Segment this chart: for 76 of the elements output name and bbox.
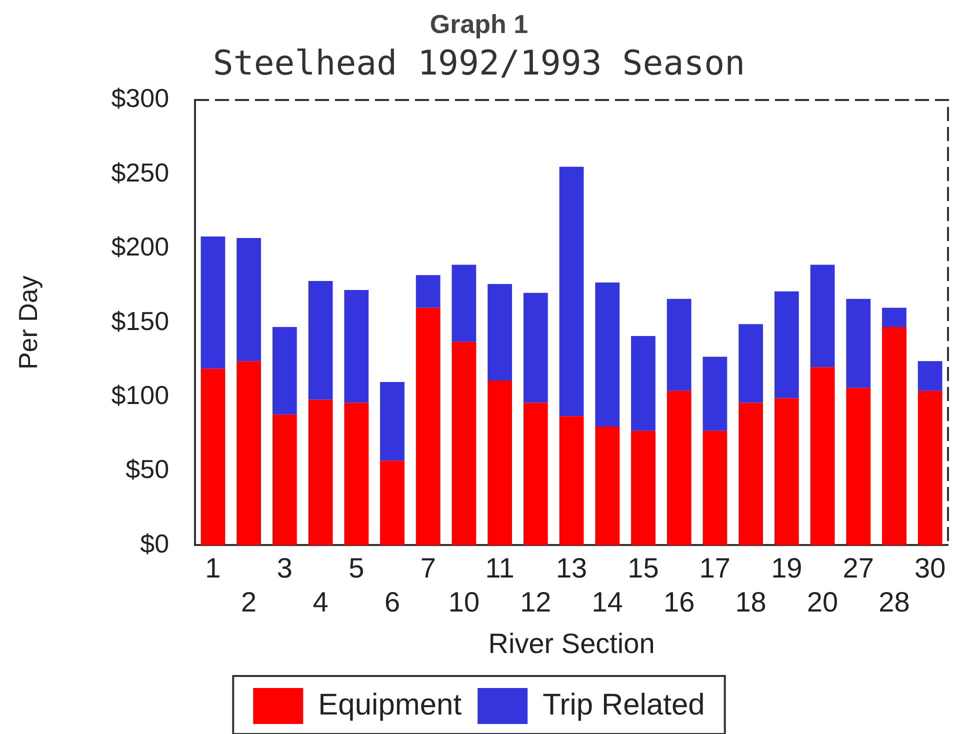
x-tick-label: 19 [771, 552, 802, 584]
y-tick-label: $200 [111, 232, 170, 262]
x-tick-label: 30 [914, 552, 946, 584]
x-tick-label: 10 [448, 586, 480, 618]
chart-subtitle: Steelhead 1992/1993 Season [212, 43, 746, 84]
x-tick-label: 20 [806, 586, 838, 618]
bar [882, 308, 906, 328]
legend-label: Equipment [318, 688, 462, 722]
x-tick-label: 5 [348, 552, 364, 584]
bar [488, 284, 512, 380]
y-tick-label: $0 [140, 528, 170, 558]
bar [308, 281, 333, 400]
bar [810, 367, 835, 546]
bar [631, 336, 656, 431]
bar [380, 382, 404, 461]
bar [200, 368, 226, 546]
x-tick-label: 17 [699, 552, 731, 584]
bar [452, 264, 476, 342]
bar [416, 275, 440, 308]
bar [272, 327, 297, 415]
x-axis-title: River Section [488, 628, 655, 659]
bar [380, 460, 404, 546]
bar [344, 290, 369, 403]
x-tick-label: 28 [878, 586, 910, 618]
bar [702, 356, 728, 431]
bar [272, 414, 297, 546]
bar [918, 390, 942, 546]
bar [846, 388, 871, 546]
bar [200, 236, 226, 369]
bar [918, 361, 942, 391]
bar [774, 291, 799, 398]
bar [666, 298, 692, 391]
x-tick-label: 13 [556, 552, 588, 584]
x-tick-label: 4 [312, 586, 328, 618]
bar [810, 264, 835, 368]
y-tick-label: $50 [126, 454, 170, 484]
bar [559, 166, 584, 416]
bar [631, 430, 656, 546]
bar [344, 402, 369, 546]
y-tick-label: $150 [111, 306, 170, 336]
y-tick-label: $250 [111, 157, 170, 188]
bar [595, 426, 620, 546]
bar [236, 361, 262, 546]
x-tick-label: 6 [384, 586, 400, 618]
y-tick-label: $100 [111, 380, 170, 410]
bar [882, 327, 906, 546]
bar [738, 402, 763, 546]
x-tick-label: 7 [420, 552, 436, 584]
x-tick-label: 11 [485, 552, 514, 584]
bar [846, 298, 871, 388]
x-tick-label: 27 [842, 552, 874, 584]
bar [416, 308, 440, 546]
x-tick-label: 15 [628, 552, 659, 584]
bar [666, 390, 692, 546]
x-tick-label: 16 [664, 586, 695, 618]
chart-title: Graph 1 [430, 8, 528, 39]
bar [452, 342, 476, 546]
x-tick-label: 12 [520, 586, 552, 618]
bar [488, 380, 512, 546]
bar [738, 324, 763, 403]
bar [523, 292, 548, 403]
x-tick-label: 14 [592, 586, 623, 618]
y-tick-label: $300 [111, 83, 170, 114]
legend-label: Trip Related [542, 688, 705, 722]
x-tick-label: 2 [241, 586, 257, 618]
y-axis-title: Per Day [12, 276, 43, 370]
bar [308, 400, 333, 546]
x-tick-label: 3 [276, 552, 292, 584]
bar [774, 398, 799, 546]
bar [595, 282, 620, 426]
bar [236, 238, 262, 362]
x-tick-label: 18 [735, 586, 766, 618]
bar [702, 430, 728, 546]
bar [559, 416, 584, 546]
bar [523, 402, 548, 546]
x-tick-label: 1 [205, 552, 221, 584]
